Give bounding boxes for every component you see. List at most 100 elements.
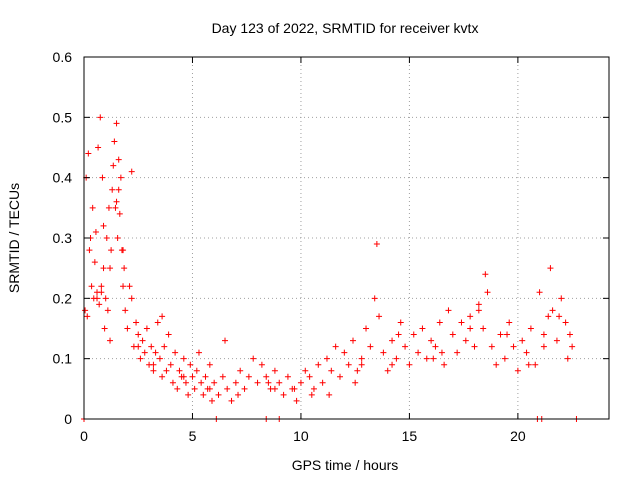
data-point [367, 343, 374, 350]
data-point [92, 228, 99, 235]
data-point [97, 114, 104, 121]
data-point [103, 235, 110, 241]
data-point [284, 373, 291, 380]
data-point [441, 361, 448, 368]
data-point [85, 150, 92, 157]
data-point [254, 379, 261, 386]
data-point [84, 313, 91, 320]
x-tick-label: 15 [402, 428, 418, 444]
data-point [206, 361, 213, 368]
data-point [189, 373, 196, 380]
data-point [237, 367, 244, 374]
data-point [91, 259, 98, 266]
data-point [553, 337, 560, 344]
data-point [280, 391, 287, 398]
data-point [135, 331, 142, 338]
data-point [501, 355, 508, 362]
y-tick-label: 0.1 [53, 351, 73, 367]
data-point [525, 361, 532, 368]
data-point [410, 331, 417, 338]
data-point [224, 385, 231, 392]
data-point [250, 355, 257, 362]
data-point [154, 319, 161, 326]
data-point [345, 361, 352, 368]
data-point [86, 247, 93, 254]
data-point [419, 325, 426, 332]
data-point [202, 373, 209, 380]
data-point [556, 313, 563, 320]
y-tick-label: 0.4 [53, 170, 73, 186]
data-point [354, 367, 361, 374]
data-point [163, 367, 170, 374]
data-point [108, 247, 115, 254]
data-point [195, 349, 202, 356]
data-point [116, 210, 123, 217]
data-point [115, 156, 122, 163]
data-point [558, 295, 565, 302]
data-point [291, 385, 298, 392]
data-point [423, 355, 430, 362]
data-point [510, 343, 517, 350]
data-point [113, 120, 120, 127]
data-point [235, 391, 242, 398]
data-point [232, 379, 239, 386]
data-point [176, 367, 183, 374]
data-point [96, 301, 103, 308]
data-point [371, 295, 378, 302]
data-point [94, 295, 101, 302]
data-point [564, 355, 571, 362]
data-point [98, 283, 105, 290]
data-point [152, 349, 159, 356]
data-point [373, 241, 380, 248]
data-point [88, 283, 95, 290]
data-point [200, 391, 207, 398]
data-point [206, 385, 213, 392]
y-tick-label: 0.2 [53, 290, 73, 306]
data-point [112, 204, 119, 211]
data-point [109, 186, 116, 193]
data-point [566, 331, 573, 338]
data-point [258, 361, 265, 368]
data-point [484, 289, 491, 296]
data-point [436, 319, 443, 326]
data-point [107, 265, 114, 272]
data-point [323, 355, 330, 362]
data-point [150, 361, 157, 368]
data-point [182, 379, 189, 386]
data-point [128, 295, 135, 302]
data-point [150, 367, 157, 374]
data-point [271, 367, 278, 374]
data-point [113, 198, 120, 205]
data-point [475, 307, 482, 314]
y-tick-label: 0 [64, 411, 72, 427]
data-point [384, 367, 391, 374]
data-point [445, 307, 452, 314]
data-point [389, 337, 396, 344]
data-point [462, 337, 469, 344]
data-points [81, 114, 580, 422]
data-point [180, 355, 187, 362]
data-point [137, 355, 144, 362]
data-point [488, 343, 495, 350]
data-point [297, 379, 304, 386]
data-point [406, 361, 413, 368]
data-point [198, 379, 205, 386]
data-point [504, 331, 511, 338]
x-tick-label: 0 [80, 428, 88, 444]
data-point [124, 325, 131, 332]
data-point [276, 379, 283, 386]
data-point [100, 222, 107, 229]
data-point [458, 319, 465, 326]
axis-ticks: 0 5 10 15 20 0 0.1 0.2 0.3 0.4 0.5 0.6 [53, 49, 609, 444]
data-point [308, 391, 315, 398]
data-point [167, 361, 174, 368]
data-point [126, 283, 133, 290]
data-point [315, 361, 322, 368]
data-point [328, 367, 335, 374]
data-point [415, 349, 422, 356]
data-point [165, 331, 172, 338]
data-point [532, 361, 539, 368]
data-point [467, 325, 474, 332]
data-point [187, 361, 194, 368]
